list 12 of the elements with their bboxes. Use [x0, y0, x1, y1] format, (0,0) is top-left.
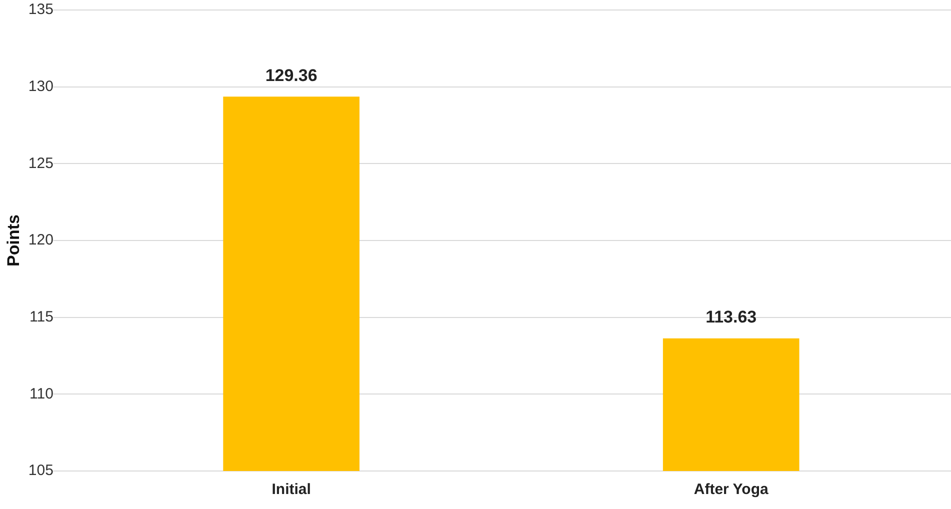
y-tick-label: 125 [28, 154, 54, 172]
data-label: 129.36 [265, 66, 318, 85]
y-tick-label: 110 [30, 385, 54, 402]
y-tick-label: 115 [30, 308, 54, 326]
x-tick-label: Initial [272, 481, 311, 498]
y-tick-label: 130 [28, 78, 54, 95]
y-tick-label: 105 [28, 462, 54, 480]
y-axis-title: Points [4, 214, 23, 266]
data-label: 113.63 [706, 308, 757, 327]
y-tick-label: 135 [28, 1, 54, 18]
x-tick-label: After Yoga [694, 481, 769, 498]
y-tick-label: 120 [28, 232, 54, 249]
